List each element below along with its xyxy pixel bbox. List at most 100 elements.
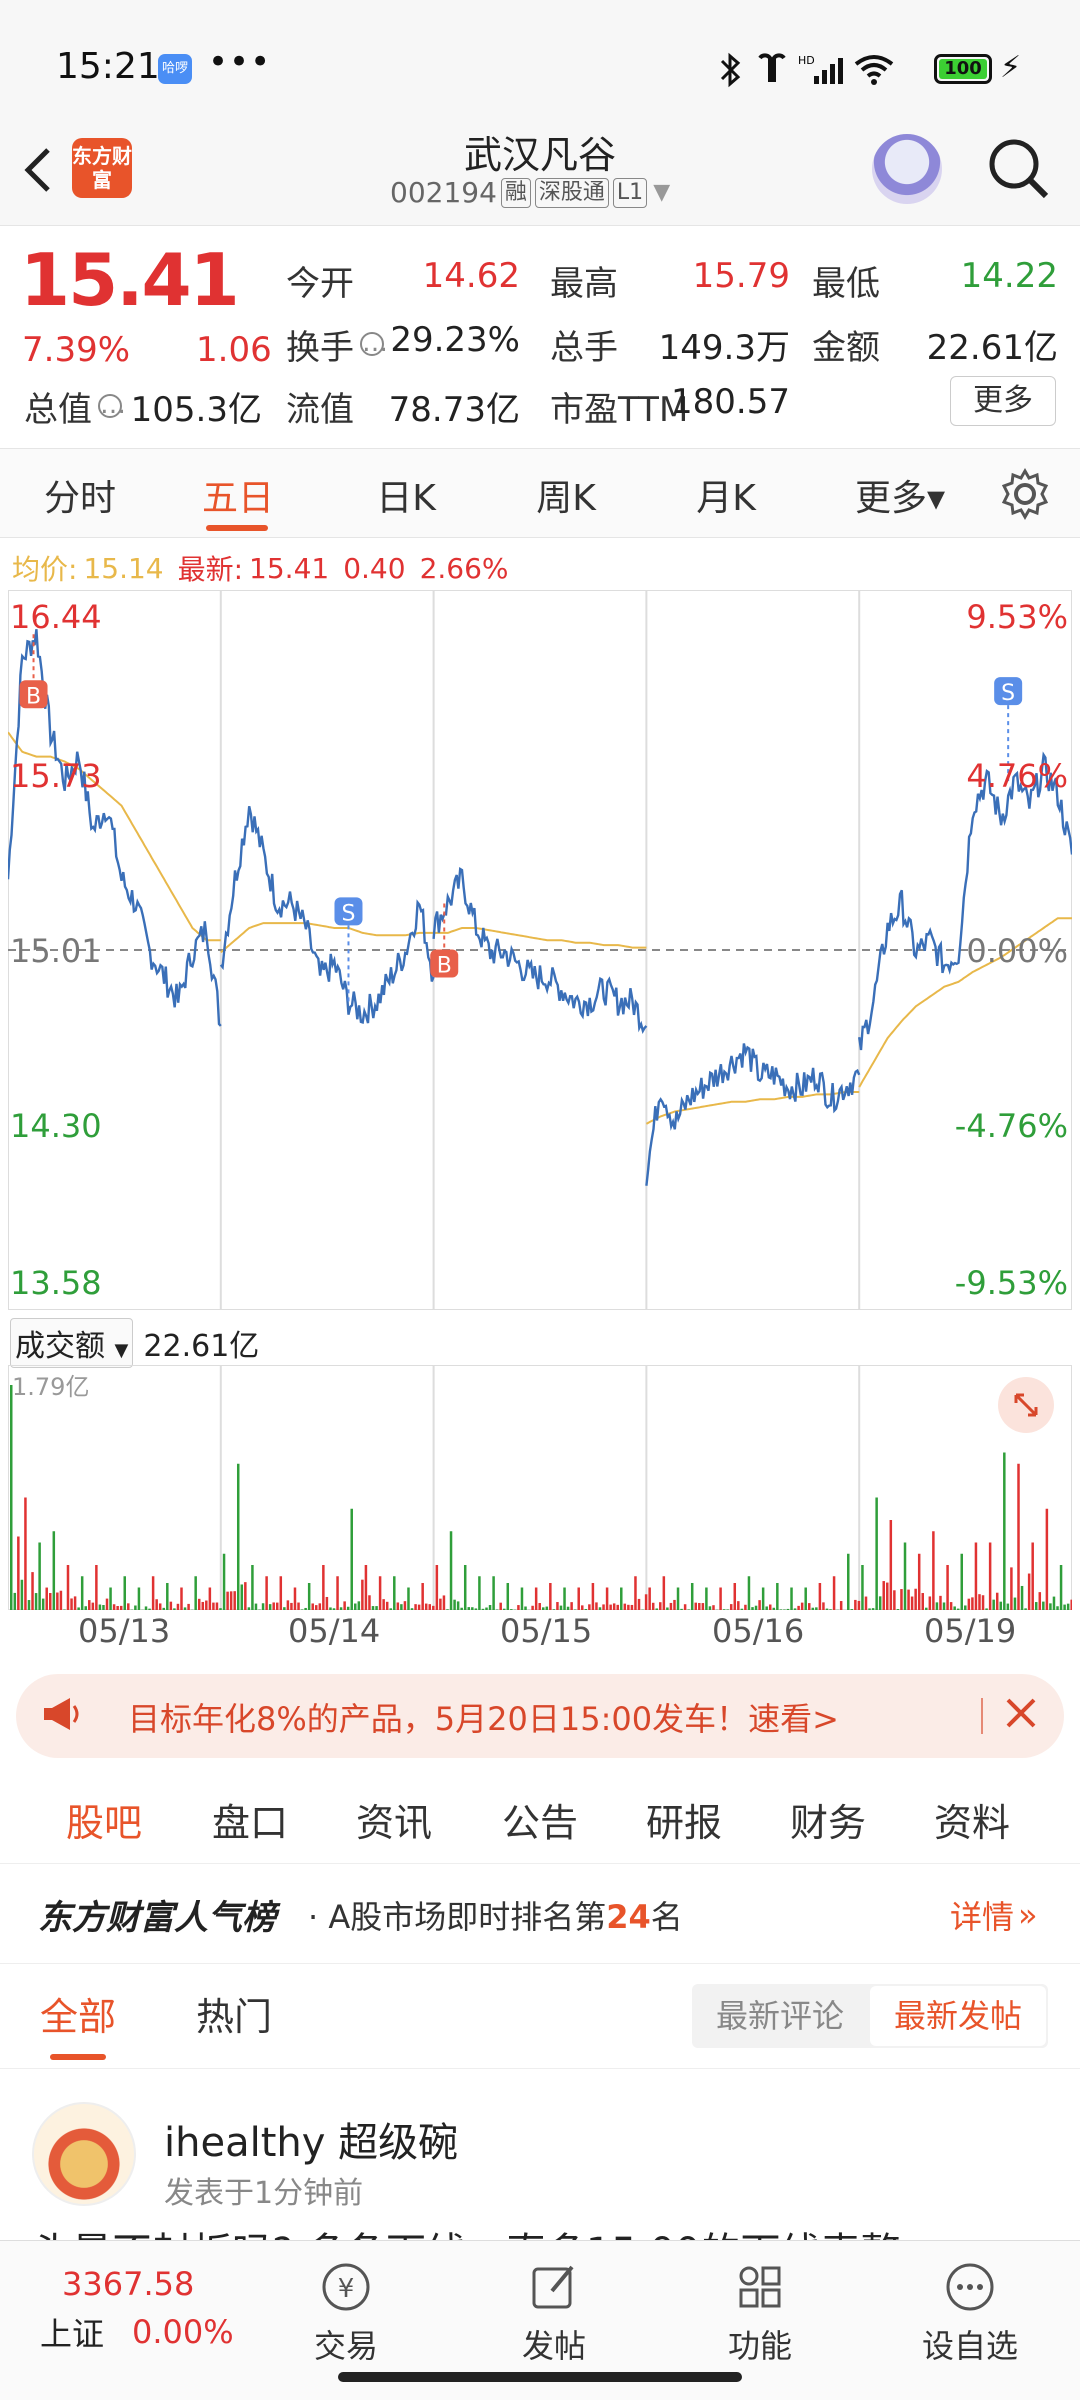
expand-chart-button[interactable] — [998, 1377, 1054, 1433]
volume-bar — [233, 1591, 236, 1610]
nav-trade[interactable]: ¥ 交易 — [276, 2259, 416, 2367]
filter-all[interactable]: 全部 — [40, 1995, 117, 2039]
quote-panel: 15.41 7.39% 1.06 更多 今开 14.62 最高 15.79 最低 14.2… — [0, 225, 1080, 448]
latest-label: 最新: — [177, 553, 244, 586]
avatar[interactable] — [32, 2102, 136, 2206]
volume-chart[interactable]: 1.79亿 — [7, 1364, 1073, 1611]
tab-weekly-k[interactable]: 周K — [536, 478, 596, 519]
volume-bar — [236, 1463, 240, 1610]
promo-banner[interactable]: 目标年化8%的产品，5月20日15:00发车！速看> — [16, 1674, 1064, 1758]
trade-icon: ¥ — [322, 2263, 370, 2311]
volume-bar — [577, 1587, 580, 1610]
volume-bar — [857, 1600, 861, 1610]
volume-bar — [297, 1602, 300, 1610]
app-logo[interactable]: 东方财富 — [72, 138, 132, 198]
signal-icon: HD — [798, 54, 843, 84]
sort-latest-post[interactable]: 最新发帖 — [870, 1986, 1046, 2046]
more-fields-button[interactable]: 更多 — [950, 376, 1056, 426]
tab-news[interactable]: 资讯 — [356, 1801, 433, 1845]
quote-field-label: 市盈TTM — [550, 390, 689, 430]
volume-bar — [481, 1608, 485, 1610]
close-banner-button[interactable] — [996, 1688, 1046, 1749]
tab-daily-k[interactable]: 日K — [376, 478, 436, 519]
volume-bar — [77, 1607, 80, 1610]
volume-bar — [279, 1576, 283, 1610]
nav-functions[interactable]: 功能 — [690, 2259, 830, 2367]
volume-bar — [847, 1553, 850, 1610]
volume-bar — [254, 1603, 258, 1610]
volume-bar — [542, 1607, 545, 1610]
quote-field-value: 22.61亿 — [926, 328, 1058, 368]
volume-bar — [354, 1603, 357, 1610]
ranking-details-link[interactable]: 详情» — [950, 1896, 1038, 1936]
volume-bar — [680, 1608, 683, 1610]
chart-settings-button[interactable] — [998, 467, 1052, 521]
five-day-price-chart[interactable]: B S B S 16.44 9.53% 15.73 4.76% 15.01 0.00% 14.30 -… — [6, 589, 1074, 1311]
wifi-icon — [854, 55, 894, 85]
volume-bar — [893, 1590, 896, 1610]
forum-post[interactable]: ihealthy 超级碗 发表于1分钟前 头晕不封板吗? 多条下线一直多15.0… — [0, 2070, 1080, 2250]
volume-bar — [247, 1607, 251, 1610]
filter-hot[interactable]: 热门 — [196, 1995, 273, 2039]
sort-latest-comment[interactable]: 最新评论 — [715, 1997, 844, 2035]
volume-bar — [442, 1595, 446, 1610]
tab-announcements[interactable]: 公告 — [502, 1801, 579, 1845]
volume-bar — [506, 1583, 510, 1610]
tab-finance[interactable]: 财务 — [790, 1801, 867, 1845]
volume-bar — [329, 1607, 332, 1610]
volume-bar — [612, 1603, 616, 1610]
volume-bar — [588, 1604, 591, 1610]
volume-bar — [215, 1602, 219, 1610]
latest-pct: 2.66% — [419, 551, 509, 585]
back-button[interactable] — [18, 140, 58, 212]
volume-bar — [701, 1603, 705, 1610]
index-quote[interactable]: 3367.58 上证 0.00% — [40, 2265, 234, 2355]
assistant-robot-icon[interactable] — [872, 134, 942, 204]
double-chevron-right-icon: » — [1018, 1896, 1038, 1934]
nav-post[interactable]: 发帖 — [484, 2259, 624, 2367]
tab-profile[interactable]: 资料 — [934, 1801, 1011, 1845]
volume-bar — [13, 1592, 17, 1610]
right-axis-label: -9.53% — [955, 1264, 1068, 1302]
volume-bar — [201, 1601, 205, 1610]
quote-field-label: 金额 — [812, 328, 880, 368]
tab-monthly-k[interactable]: 月K — [696, 478, 756, 519]
left-axis-label: 15.01 — [10, 932, 102, 970]
stock-code-row[interactable]: 002194 融 深股通 L1 ▼ — [390, 176, 670, 209]
megaphone-icon — [40, 1692, 84, 1746]
tab-order-book[interactable]: 盘口 — [212, 1801, 289, 1845]
volume-bar — [921, 1593, 924, 1610]
post-username[interactable]: ihealthy 超级碗 — [164, 2120, 459, 2166]
nav-add-watchlist[interactable]: 设自选 — [900, 2259, 1040, 2367]
date-label: 05/14 — [288, 1612, 381, 1650]
tab-more[interactable]: 更多▾ — [854, 478, 946, 519]
volume-bar — [272, 1602, 275, 1610]
volume-bar — [400, 1604, 403, 1610]
volume-bar — [917, 1553, 921, 1610]
volume-bar — [616, 1604, 619, 1610]
info-icon[interactable]: … — [360, 328, 388, 358]
volume-bar — [492, 1576, 495, 1610]
volume-metric-select[interactable]: 成交额 ▼ — [10, 1318, 134, 1368]
index-pct: 0.00% — [132, 2313, 234, 2351]
volume-bar — [180, 1587, 183, 1610]
search-button[interactable] — [984, 134, 1054, 204]
tab-five-day[interactable]: 五日 — [201, 478, 274, 519]
volume-bar — [251, 1565, 254, 1610]
volume-bar — [222, 1553, 226, 1610]
tab-forum[interactable]: 股吧 — [66, 1801, 143, 1845]
volume-bar — [80, 1576, 84, 1610]
volume-bar — [1056, 1606, 1059, 1610]
chart-period-tabs: 分时 五日 日K 周K 月K 更多▾ — [0, 448, 1080, 538]
info-icon[interactable]: … — [98, 390, 126, 420]
volume-bar — [173, 1608, 176, 1610]
volume-bar — [325, 1596, 329, 1610]
volume-bar — [318, 1603, 322, 1610]
volume-bar — [1006, 1603, 1010, 1610]
popularity-ranking[interactable]: 东方财富人气榜 · A股市场即时排名第24名 详情» — [0, 1864, 1080, 1964]
tab-research[interactable]: 研报 — [646, 1801, 723, 1845]
volume-bar — [34, 1593, 38, 1610]
more-notifications-icon: ••• — [208, 42, 272, 82]
volume-bar — [974, 1542, 978, 1610]
tab-intraday[interactable]: 分时 — [43, 478, 116, 519]
